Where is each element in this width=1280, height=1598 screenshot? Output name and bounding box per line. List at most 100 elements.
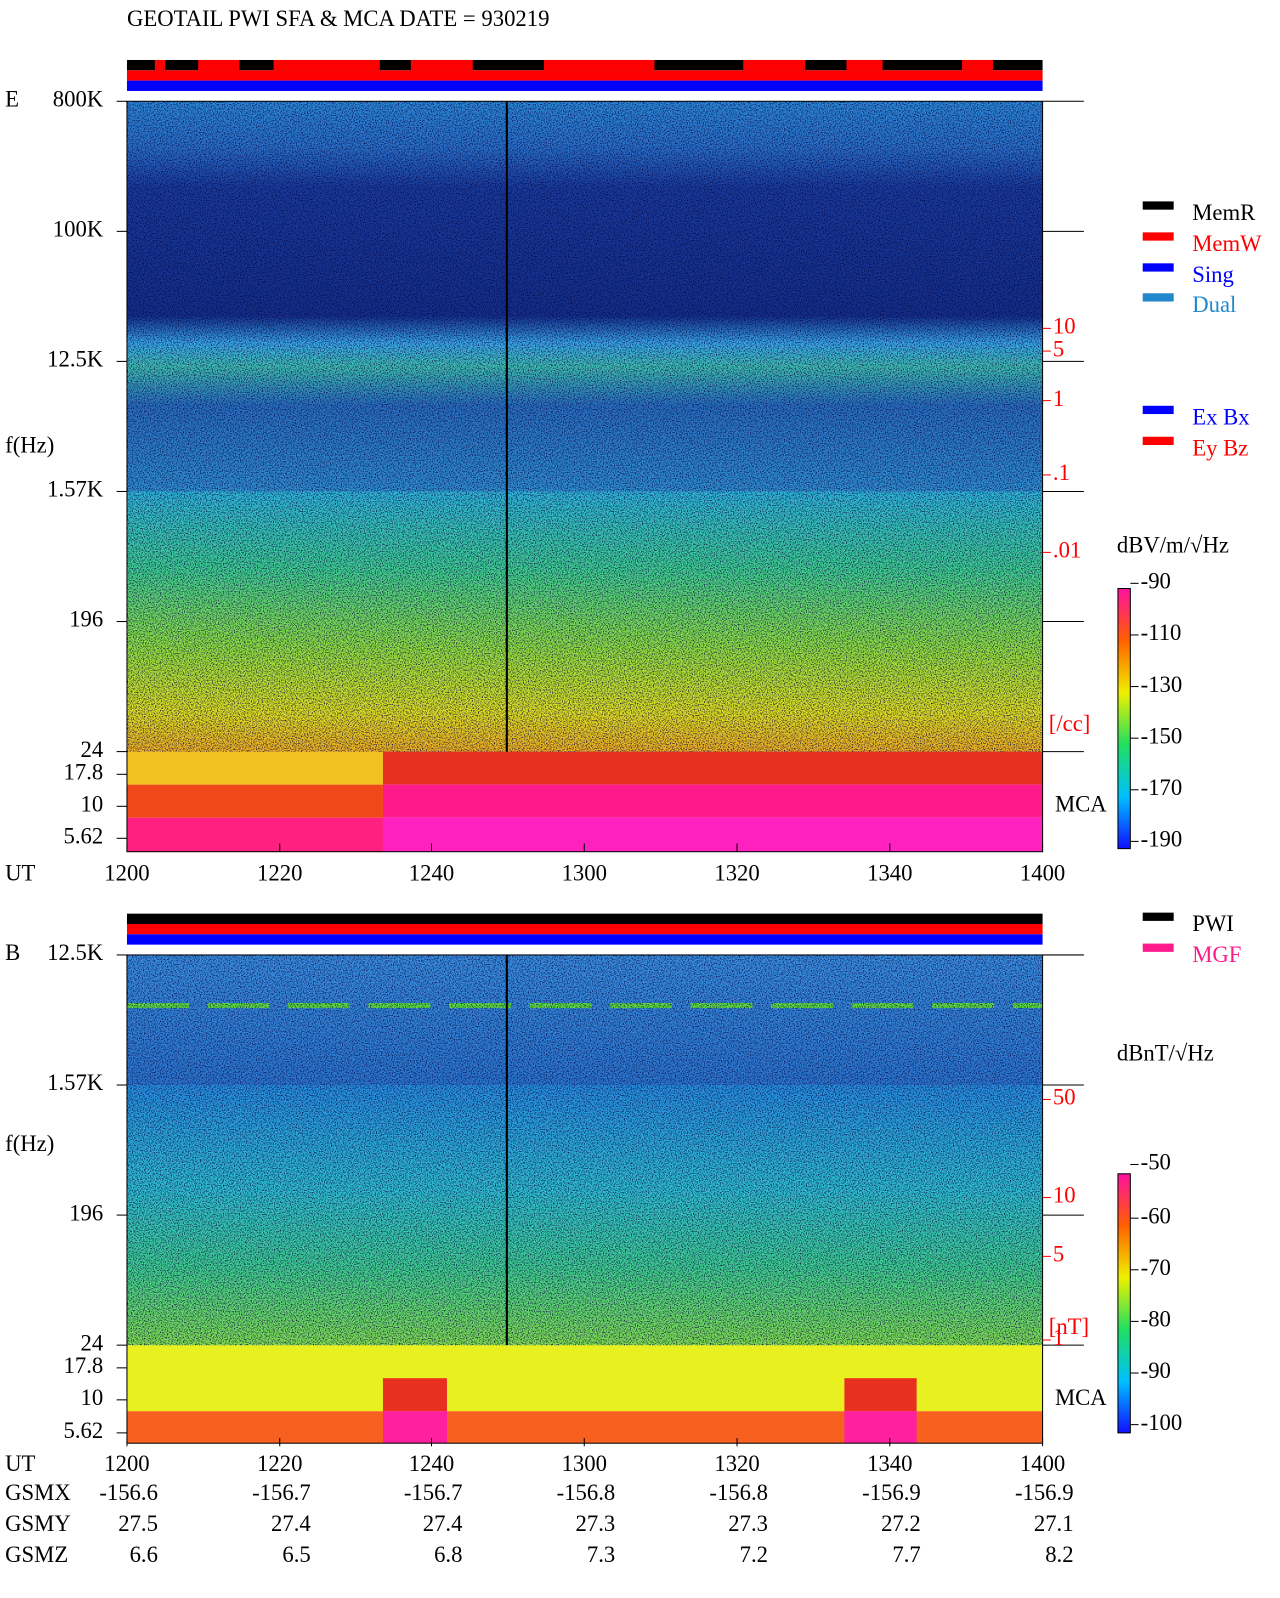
spectrogram-b bbox=[126, 954, 1044, 1444]
legend-entry: Dual bbox=[1192, 292, 1236, 317]
panel-label: E bbox=[5, 86, 19, 111]
orbit-value: 27.1 bbox=[1034, 1511, 1074, 1536]
colorbar-tick-label: -60 bbox=[1141, 1203, 1171, 1228]
density-tick-label: 1 bbox=[1053, 1325, 1064, 1350]
y-axis-label: f(Hz) bbox=[5, 432, 54, 457]
orbit-label: GSMX bbox=[5, 1480, 71, 1505]
colorbar-b bbox=[1117, 1173, 1131, 1434]
orbit-value: 27.2 bbox=[881, 1511, 921, 1536]
orbit-value: 7.7 bbox=[892, 1542, 920, 1567]
y-tick-label: 800K bbox=[53, 86, 104, 111]
x-tick-label: 1340 bbox=[867, 861, 912, 886]
density-tick-label: 10 bbox=[1053, 1183, 1076, 1208]
legend-swatch bbox=[1142, 436, 1174, 446]
x-axis-label: UT bbox=[5, 861, 35, 886]
colorbar-tick-label: -80 bbox=[1141, 1307, 1171, 1332]
y-tick-label: 1.57K bbox=[47, 1070, 104, 1095]
density-tick-label: 5 bbox=[1053, 1242, 1064, 1267]
x-tick-label: 1200 bbox=[104, 861, 149, 886]
x-tick-label: 1240 bbox=[409, 1451, 454, 1476]
orbit-value: -156.6 bbox=[99, 1480, 158, 1505]
orbit-value: 6.8 bbox=[434, 1542, 462, 1567]
orbit-value: 27.4 bbox=[423, 1511, 463, 1536]
spectrogram-e bbox=[126, 100, 1044, 853]
y-tick-label: 1.57K bbox=[47, 477, 104, 502]
colorbar-tick-label: -110 bbox=[1141, 620, 1182, 645]
legend-entry: MGF bbox=[1192, 942, 1241, 967]
colorbar-tick-label: -170 bbox=[1141, 775, 1183, 800]
colorbar-unit: dBV/m/√Hz bbox=[1117, 532, 1229, 557]
x-tick-label: 1300 bbox=[562, 861, 607, 886]
colorbar-tick-label: -190 bbox=[1141, 827, 1183, 852]
orbit-value: -156.9 bbox=[1015, 1480, 1074, 1505]
legend-swatch bbox=[1142, 293, 1174, 302]
orbit-value: 27.3 bbox=[728, 1511, 768, 1536]
orbit-value: -156.8 bbox=[709, 1480, 768, 1505]
mca-label: MCA bbox=[1055, 792, 1107, 817]
y-tick-label: 10 bbox=[81, 792, 104, 817]
y-tick-label: 17.8 bbox=[64, 760, 104, 785]
y-tick-label: 24 bbox=[81, 737, 104, 762]
status-bars bbox=[126, 59, 1043, 945]
mca-label: MCA bbox=[1055, 1385, 1107, 1410]
orbit-label: GSMY bbox=[5, 1511, 71, 1536]
orbit-value: 6.5 bbox=[282, 1542, 310, 1567]
y-tick-label: 12.5K bbox=[47, 940, 104, 965]
y-tick-label: 196 bbox=[69, 1200, 103, 1225]
density-tick-label: .01 bbox=[1053, 538, 1081, 563]
orbit-value: 7.3 bbox=[587, 1542, 615, 1567]
legend-swatch bbox=[1142, 912, 1174, 921]
orbit-value: -156.7 bbox=[252, 1480, 311, 1505]
y-tick-label: 5.62 bbox=[64, 824, 104, 849]
y-axis-label: f(Hz) bbox=[5, 1131, 54, 1156]
orbit-value: 6.6 bbox=[130, 1542, 158, 1567]
colorbar-tick-label: -130 bbox=[1141, 672, 1183, 697]
legend-entry: Sing bbox=[1192, 262, 1234, 287]
x-tick-label: 1240 bbox=[409, 861, 454, 886]
title: GEOTAIL PWI SFA & MCA DATE = 930219 bbox=[127, 6, 550, 31]
legend-entry: Ey Bz bbox=[1192, 435, 1248, 460]
colorbar-tick-label: -90 bbox=[1141, 569, 1171, 594]
x-tick-label: 1400 bbox=[1020, 861, 1065, 886]
legend-swatch bbox=[1142, 943, 1174, 952]
colorbar-tick-label: -150 bbox=[1141, 723, 1183, 748]
y-tick-label: 12.5K bbox=[47, 347, 104, 372]
density-tick-label: 50 bbox=[1053, 1085, 1076, 1110]
x-tick-label: 1200 bbox=[104, 1451, 149, 1476]
legend-swatch bbox=[1142, 232, 1174, 241]
legend-swatch bbox=[1142, 405, 1174, 415]
x-tick-label: 1320 bbox=[714, 1451, 759, 1476]
density-unit: [nT] bbox=[1049, 1314, 1089, 1339]
legend-entry: MemR bbox=[1192, 200, 1256, 225]
x-tick-label: 1400 bbox=[1020, 1451, 1065, 1476]
colorbar-e bbox=[1117, 587, 1131, 850]
legend-entry: MemW bbox=[1192, 231, 1262, 256]
density-tick-label: 5 bbox=[1053, 336, 1064, 361]
x-tick-label: 1320 bbox=[714, 861, 759, 886]
y-tick-label: 17.8 bbox=[64, 1353, 104, 1378]
orbit-value: 27.4 bbox=[271, 1511, 311, 1536]
orbit-value: 8.2 bbox=[1045, 1542, 1073, 1567]
y-tick-label: 24 bbox=[81, 1330, 104, 1355]
legend-entry: PWI bbox=[1192, 911, 1234, 936]
y-tick-label: 196 bbox=[69, 607, 103, 632]
density-tick-label: .1 bbox=[1053, 460, 1070, 485]
y-tick-label: 100K bbox=[53, 217, 104, 242]
density-unit: [/cc] bbox=[1049, 711, 1091, 736]
orbit-value: -156.8 bbox=[557, 1480, 616, 1505]
density-tick-label: 1 bbox=[1053, 386, 1064, 411]
y-tick-label: 5.62 bbox=[64, 1418, 104, 1443]
colorbar-tick-label: -90 bbox=[1141, 1358, 1171, 1383]
panel-label: B bbox=[5, 940, 20, 965]
legend-swatch bbox=[1142, 263, 1174, 272]
orbit-value: -156.9 bbox=[862, 1480, 921, 1505]
x-axis-label: UT bbox=[5, 1451, 35, 1476]
y-tick-label: 10 bbox=[81, 1385, 104, 1410]
x-tick-label: 1340 bbox=[867, 1451, 912, 1476]
colorbar-unit: dBnT/√Hz bbox=[1117, 1040, 1214, 1065]
x-tick-label: 1220 bbox=[257, 1451, 302, 1476]
colorbar-tick-label: -100 bbox=[1141, 1410, 1183, 1435]
orbit-value: 27.3 bbox=[576, 1511, 616, 1536]
